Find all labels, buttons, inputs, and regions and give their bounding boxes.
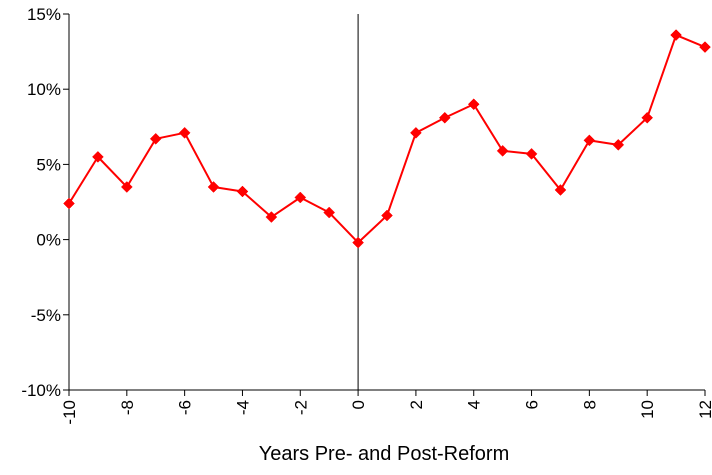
data-point [207, 181, 220, 193]
data-point [381, 209, 393, 222]
x-tick-label: 12 [696, 400, 712, 419]
x-tick-label: -6 [176, 400, 195, 415]
y-tick-label: -10% [21, 381, 61, 400]
x-axis-ticks: -10 -8 -6 -4 -2 0 2 4 6 8 10 12 [60, 390, 712, 425]
data-point [438, 111, 451, 124]
data-point [149, 132, 162, 145]
data-point [352, 236, 364, 249]
series-group [63, 29, 711, 249]
data-point [525, 148, 538, 160]
y-tick-label: 15% [27, 5, 61, 24]
data-point [120, 181, 133, 193]
data-point [323, 206, 336, 219]
x-tick-label: 10 [638, 400, 657, 419]
data-point [612, 138, 625, 151]
y-tick-label: -5% [31, 306, 61, 325]
data-point [699, 41, 711, 53]
data-point [63, 197, 75, 210]
x-tick-label: 8 [580, 400, 599, 409]
data-point [265, 211, 278, 223]
data-point [554, 184, 567, 196]
x-tick-label: -2 [291, 400, 310, 415]
data-point [670, 29, 682, 41]
data-point [294, 191, 307, 204]
x-tick-label: 0 [349, 400, 368, 409]
x-tick-label: -10 [60, 400, 79, 425]
x-tick-label: -4 [233, 400, 252, 415]
data-point [467, 98, 480, 111]
data-point [496, 145, 509, 157]
data-point [236, 185, 249, 198]
data-point [178, 126, 191, 139]
data-point [92, 151, 104, 163]
data-point [410, 126, 422, 139]
y-axis-ticks: -10% -5% 0% 5% 10% 15% [21, 5, 69, 400]
x-axis-title: Years Pre- and Post-Reform [259, 443, 509, 465]
y-tick-label: 10% [27, 80, 61, 99]
x-tick-label: 4 [465, 400, 484, 409]
data-point [641, 111, 654, 124]
axes [68, 14, 705, 391]
y-tick-label: 5% [36, 155, 61, 174]
x-tick-label: 2 [407, 400, 426, 409]
x-tick-label: -8 [118, 400, 137, 415]
y-tick-label: 0% [36, 231, 61, 250]
x-tick-label: 6 [523, 400, 542, 409]
data-point [583, 134, 596, 147]
